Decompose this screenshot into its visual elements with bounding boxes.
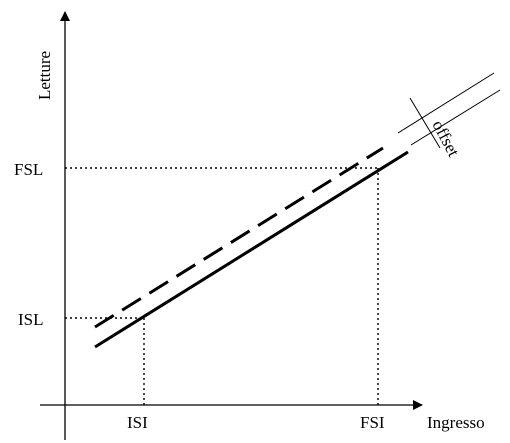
isi-tick-label: ISI [127,413,148,432]
offset-extension-line-lower [410,89,501,146]
solid-characteristic-line [94,150,409,349]
isl-tick-label: ISL [18,310,44,329]
offset-dimension-line [409,97,441,149]
x-axis-label: Ingresso [427,413,485,432]
offset-extension-line-upper [397,72,495,134]
offset-label: offset [428,117,463,160]
fsl-tick-label: FSL [14,160,43,179]
y-axis-label: Letture [35,51,54,100]
fsi-tick-label: FSI [360,413,385,432]
dashed-characteristic-line [94,146,384,329]
